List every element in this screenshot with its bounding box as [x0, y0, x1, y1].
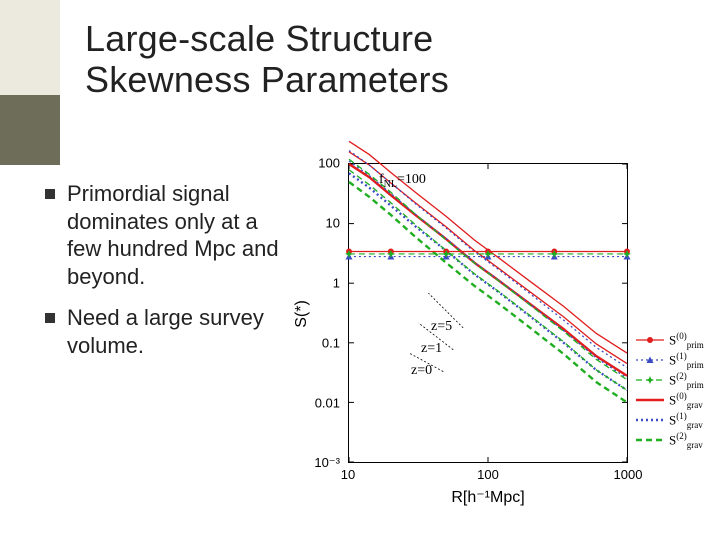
legend-label: S(1)grav — [669, 411, 703, 430]
chart-plot-area: fNL=100 z=5 z=1 z=0 — [348, 163, 628, 463]
legend-item: S(0)grav — [635, 390, 720, 410]
legend-item: S(1)grav — [635, 410, 720, 430]
bullet-text: Need a large survey volume. — [67, 304, 295, 359]
bullet-list: Primordial signal dominates only at a fe… — [45, 180, 295, 373]
title-line-2: Skewness Parameters — [85, 59, 449, 100]
legend-swatch — [635, 433, 665, 447]
annotation-z0: z=0 — [411, 363, 432, 379]
chart-legend: S(0)primS(1)primS(2)primS(0)gravS(1)grav… — [635, 330, 720, 450]
slide: Large-scale Structure Skewness Parameter… — [0, 0, 720, 540]
bullet-item: Need a large survey volume. — [45, 304, 295, 359]
legend-swatch — [635, 413, 665, 427]
legend-swatch — [635, 373, 665, 387]
y-tick-label: 10⁻³ — [314, 455, 340, 471]
annotation-fnl: fNL=100 — [379, 172, 426, 190]
annotation-z5: z=5 — [431, 319, 452, 335]
annotation-z1: z=1 — [421, 341, 442, 357]
legend-swatch — [635, 393, 665, 407]
legend-item: S(2)grav — [635, 430, 720, 450]
bullet-text: Primordial signal dominates only at a fe… — [67, 180, 295, 290]
chart-container: S(*) 10⁻³0.010.1110100 fNL=100 z=5 z=1 z… — [300, 155, 710, 525]
chart-svg — [349, 164, 627, 462]
y-tick-label: 100 — [318, 156, 340, 171]
y-tick-label: 10 — [326, 216, 340, 231]
slide-accent-bottom — [0, 95, 60, 165]
slide-title: Large-scale Structure Skewness Parameter… — [85, 18, 449, 101]
y-tick-label: 0.01 — [315, 396, 340, 411]
legend-label: S(0)prim — [669, 331, 704, 350]
y-tick-label: 1 — [333, 276, 340, 291]
bullet-square-icon — [45, 189, 55, 199]
legend-label: S(2)prim — [669, 371, 704, 390]
x-tick-label: 1000 — [614, 467, 643, 482]
x-tick-label: 10 — [341, 467, 355, 482]
y-axis-labels: 10⁻³0.010.1110100 — [300, 163, 344, 463]
legend-label: S(0)grav — [669, 391, 703, 410]
legend-label: S(1)prim — [669, 351, 704, 370]
x-axis-labels: 101001000 — [348, 467, 628, 485]
legend-swatch — [635, 353, 665, 367]
legend-swatch — [635, 333, 665, 347]
title-line-1: Large-scale Structure — [85, 18, 433, 59]
bullet-square-icon — [45, 313, 55, 323]
slide-accent-top — [0, 0, 60, 95]
x-tick-label: 100 — [477, 467, 499, 482]
bullet-item: Primordial signal dominates only at a fe… — [45, 180, 295, 290]
legend-item: S(0)prim — [635, 330, 720, 350]
x-axis-title: R[h⁻¹Mpc] — [348, 487, 628, 507]
legend-label: S(2)grav — [669, 431, 703, 450]
legend-item: S(2)prim — [635, 370, 720, 390]
legend-item: S(1)prim — [635, 350, 720, 370]
y-tick-label: 0.1 — [322, 336, 340, 351]
